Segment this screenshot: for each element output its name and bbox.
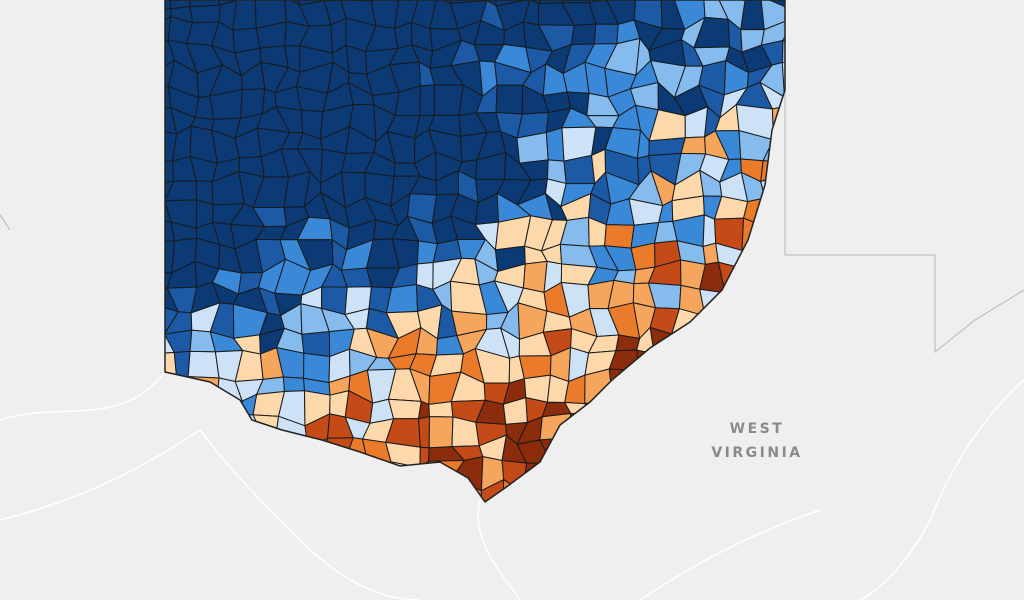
district [418,415,430,449]
district [385,283,419,314]
district [522,260,548,294]
district [419,84,435,117]
district [165,180,175,202]
district [545,127,565,162]
place-label: VIRGINIA [711,445,802,461]
district [428,416,454,449]
district [165,304,180,335]
district [187,350,220,379]
district [189,4,221,24]
district [433,84,464,116]
district [387,398,422,420]
state-borders [0,0,1024,354]
district [303,352,331,384]
district [740,0,765,31]
district [604,224,635,249]
district [702,214,717,248]
district [428,401,454,418]
district [301,331,331,358]
district [232,0,257,31]
district [630,242,656,271]
district [615,334,641,352]
district [516,131,549,164]
district [282,376,306,393]
district [781,61,785,98]
place-label: WEST [730,421,785,437]
district [680,136,707,155]
district [495,84,524,115]
terrain-lines [0,371,1024,600]
district [593,23,619,45]
district [570,23,597,46]
district [760,0,785,31]
state-outline [164,0,786,504]
district [781,39,785,63]
